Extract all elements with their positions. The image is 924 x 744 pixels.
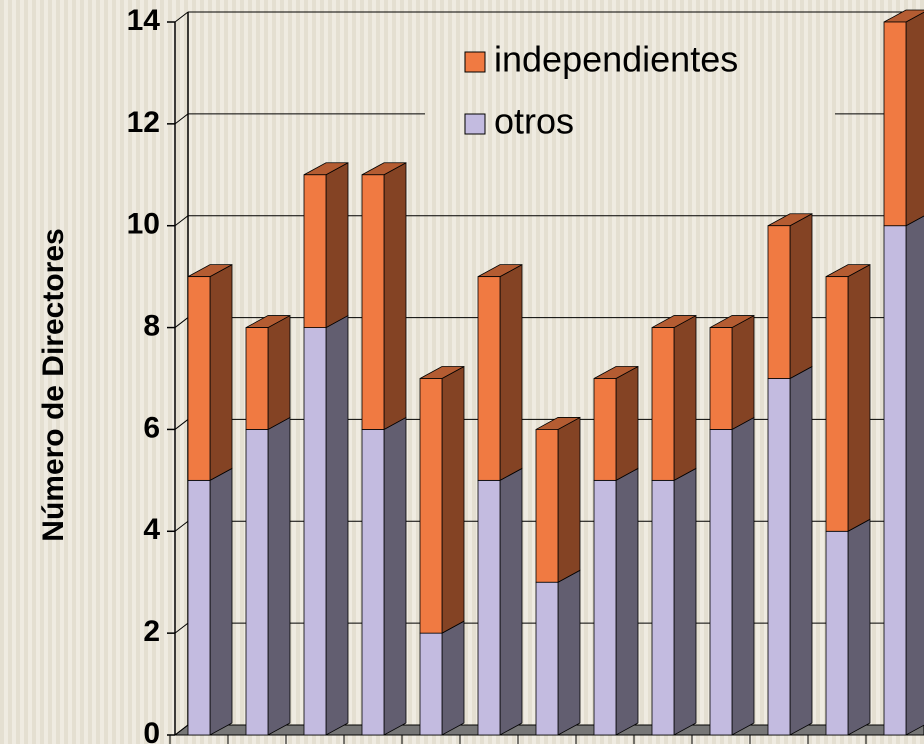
bar [709,327,733,430]
y-tick-label: 14 [127,4,161,37]
grid-line [174,215,189,227]
bar [187,276,211,481]
y-tick-label: 2 [143,615,160,648]
bar [883,225,907,736]
bar-side [209,263,233,482]
y-tick-label: 12 [127,106,160,139]
bar-side [847,263,871,532]
bar [419,632,443,736]
bar-side [789,365,813,736]
bar [825,276,849,532]
grid-line [174,622,189,634]
bar-side [905,215,924,736]
bar-side [557,416,581,583]
bar [361,174,385,430]
bar-side [499,467,523,736]
bar-side [615,365,639,482]
bar-side [731,314,755,431]
bar-side [209,467,233,736]
legend-swatch [464,113,486,135]
bar [477,479,501,736]
bar [651,479,675,736]
legend-label: independientes [494,39,738,80]
bar-side [789,213,813,380]
grid-line [174,317,189,328]
y-tick-label: 0 [143,717,160,744]
bar-side [615,467,639,736]
bar-side [673,467,697,736]
bar-side [383,416,407,736]
legend-box [425,30,835,150]
bar [535,429,559,583]
bar [303,327,327,736]
grid-line [174,11,189,23]
bar [187,479,211,736]
bar-side [673,314,697,482]
bar [767,225,791,379]
bar [593,479,617,736]
legend-swatch [464,51,486,73]
grid-line [174,419,189,430]
bar [303,174,327,328]
bar [535,581,559,736]
bar [361,429,385,736]
bar [709,429,733,736]
bar [883,21,907,227]
y-tick-label: 10 [127,208,160,241]
bar [651,327,675,481]
bar [825,530,849,736]
bar-side [267,314,291,431]
y-tick-label: 6 [143,411,160,444]
bar-side [325,314,349,736]
bar-side [325,162,349,329]
bar-side [557,569,581,736]
bar-side [847,518,871,736]
bar-side [267,416,291,736]
bar [477,276,501,481]
bar [245,429,269,736]
y-axis-label: Número de Directores [37,228,70,541]
bar [593,378,617,481]
bar-side [383,162,407,431]
legend-label: otros [494,101,574,142]
y-tick-label: 8 [143,309,160,342]
bar [419,378,443,634]
bar-side [731,416,755,736]
bar [245,327,269,430]
y-tick-label: 4 [143,513,160,546]
bar-side [441,365,465,634]
grid-line [174,113,189,125]
grid-line [174,520,189,532]
bar-side [499,263,523,482]
bar-side [905,11,924,227]
grid-line [174,724,189,736]
bar-side [441,620,465,736]
bar [767,378,791,736]
